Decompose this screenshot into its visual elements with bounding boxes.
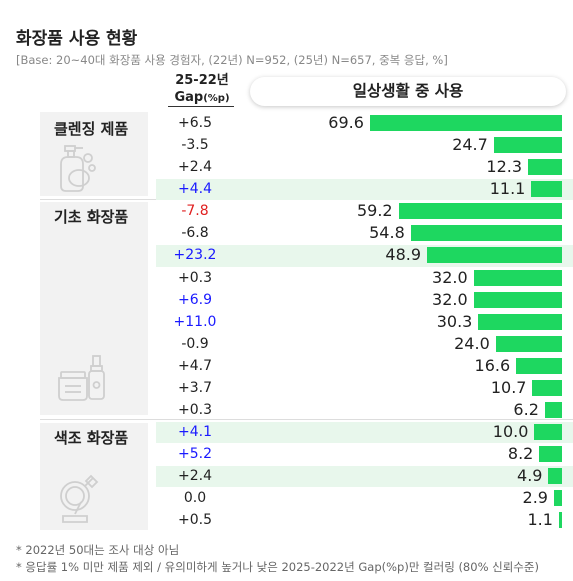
gap-value: +4.7 [178, 357, 212, 374]
bar-value-label: 2.9 [522, 488, 548, 508]
bar-value-label: 10.0 [492, 422, 529, 442]
category-panel-skincare [40, 202, 148, 415]
bar [495, 335, 562, 352]
gap-value: +5.2 [178, 446, 212, 463]
bar [493, 137, 562, 154]
gap-value: +0.3 [178, 402, 212, 419]
chart-title: 화장품 사용 현황 [16, 29, 138, 49]
bar-value-label: 69.6 [328, 113, 364, 132]
footnote-1: * 2022년 50대는 조사 대상 아님 [16, 543, 180, 557]
gap-header-underline [168, 106, 234, 107]
category-label-skincare: 기초 화장품 [54, 208, 129, 226]
bar-value-label: 30.3 [436, 311, 473, 331]
category-panel-makeup [40, 423, 148, 530]
category-label-cleansing: 클렌징 제품 [54, 120, 129, 138]
gap-value: +0.5 [178, 512, 212, 529]
row-highlight [156, 179, 573, 201]
bar [410, 225, 562, 242]
bar-value-label: 59.2 [356, 201, 393, 221]
bar [473, 291, 562, 308]
gap-header-line2: Gap(%p) [174, 90, 230, 105]
bar-value-label: 54.8 [369, 223, 405, 243]
gap-value: +2.4 [178, 159, 212, 176]
bar [548, 468, 562, 485]
category-panel-cleansing [40, 112, 148, 196]
cleansing-icon [60, 145, 96, 192]
bar-value-label: 48.9 [385, 245, 422, 265]
bar-value-label: 11.1 [489, 179, 526, 199]
bar-value-label: 12.3 [486, 157, 523, 177]
bar-value-label: 32.0 [432, 289, 468, 309]
category-label-makeup: 색조 화장품 [54, 429, 129, 447]
gap-column-header: 25-22년 Gap(%p) [162, 72, 242, 107]
bar [427, 247, 562, 264]
bar [478, 313, 562, 330]
bar [531, 181, 562, 198]
bar [534, 424, 562, 441]
bar [558, 512, 562, 529]
bar [398, 203, 562, 220]
gap-value: +3.7 [178, 379, 212, 396]
bar-value-label: 32.0 [432, 267, 468, 287]
column-title-pill: 일상생활 중 사용 [250, 77, 566, 106]
bar [553, 490, 562, 507]
bar [516, 357, 562, 374]
bar-value-label: 24.7 [452, 135, 488, 155]
bar [473, 269, 562, 286]
bar [528, 159, 562, 176]
gap-value: +11.0 [173, 313, 217, 330]
skincare-icon [58, 355, 105, 401]
gap-value: -0.9 [181, 335, 209, 352]
bar-value-label: 6.2 [513, 400, 539, 420]
gap-header-unit: (%p) [203, 93, 230, 104]
gap-value: +0.3 [178, 269, 212, 286]
bar-value-label: 24.0 [454, 333, 490, 353]
bar [532, 379, 562, 396]
bar-value-label: 8.2 [507, 444, 534, 464]
gap-value: +4.4 [178, 181, 212, 198]
gap-value: +2.4 [178, 468, 212, 485]
bar-value-label: 1.1 [527, 510, 553, 530]
bar [369, 115, 562, 131]
gap-value: +6.9 [178, 291, 212, 308]
gap-value: +23.2 [173, 247, 217, 264]
gap-value: -3.5 [181, 137, 209, 154]
bar [544, 402, 562, 419]
bar-value-label: 10.7 [490, 377, 527, 397]
base-note: [Base: 20~40대 화장품 사용 경험자, (22년) N=952, (… [16, 53, 448, 67]
section-separator [40, 419, 573, 420]
footnote-2: * 응답률 1% 미만 제품 제외 / 유의미하게 높거나 낮은 2025-20… [16, 560, 539, 574]
gap-value: -6.8 [181, 225, 209, 242]
bar [539, 446, 562, 463]
makeup-icon [60, 474, 99, 523]
gap-value: +6.5 [178, 115, 212, 131]
row-highlight [156, 466, 573, 488]
gap-value: +4.1 [178, 424, 212, 441]
gap-header-line1: 25-22년 [175, 73, 229, 88]
gap-value: 0.0 [183, 490, 207, 507]
bar-value-label: 16.6 [474, 355, 511, 375]
gap-value: -7.8 [181, 203, 209, 220]
bar-value-label: 4.9 [517, 466, 543, 486]
row-highlight [156, 422, 573, 444]
